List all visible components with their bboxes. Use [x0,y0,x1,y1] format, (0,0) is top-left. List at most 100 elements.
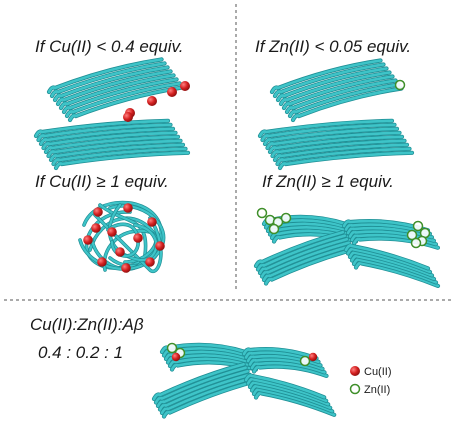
cu-ion [115,247,125,257]
fibril-strand [65,82,181,118]
fibril-strand [285,79,397,114]
fibril-strand [262,244,353,282]
zn-ion [410,237,422,249]
cu-ion [107,227,117,237]
fibril-strand [256,234,347,271]
mixed-label-ratio-values: 0.4 : 0.2 : 1 [38,343,123,362]
fibril-strand [170,361,258,371]
upper-sheet [46,57,185,123]
legend-zn-label: Zn(II) [364,384,390,396]
panel-label-zn-low: If Zn(II) < 0.05 equiv. [255,37,411,56]
cu-ion [123,112,133,122]
fibril-strand [268,135,404,154]
fibril-strand [34,119,170,138]
fibril-strand [276,67,388,102]
fibril-strand [348,251,434,277]
cu-ion [91,223,101,233]
legend-zn-marker [349,383,361,395]
cu-ion [171,352,181,362]
fibril-strand [264,248,355,285]
panel-label-cu-low: If Cu(II) < 0.4 equiv. [35,37,184,56]
fibril-strand [273,63,385,98]
fibril-strand [54,151,190,170]
fibril-strand [59,74,175,110]
zn-ion [268,223,280,235]
fibril-strand [50,62,166,98]
fibril-strand [53,66,169,102]
upper-sheet [269,58,404,123]
fibril-strand [49,143,185,162]
fibril-strand [258,119,394,138]
cu-ion [93,207,103,217]
cu-ion [83,235,93,245]
fibril-strand [252,365,328,378]
cu-low-fibril-panel [33,57,191,171]
fibril-strand [246,377,328,403]
cu-ion [123,203,133,213]
legend-cu-marker [350,366,360,376]
fibril-strand [271,139,406,158]
fibril-strand [282,75,394,110]
fibril-strand [254,230,345,268]
cu-ion [147,96,157,106]
fibril-strand [42,131,177,150]
fibril-strand [263,127,399,146]
lower-left-sheet [151,362,256,419]
zn-ion [256,207,268,219]
zn-ion [166,342,178,354]
lower-sheet [33,118,191,171]
fibril-strand [291,87,403,122]
fibril-strand [162,380,255,418]
fibril-strand [244,374,326,399]
zn-ion [412,220,424,232]
fibril-strand [242,347,318,360]
panel-label-cu-high: If Cu(II) ≥ 1 equiv. [35,172,169,191]
lower-sheet [257,118,415,171]
fibril-strand [37,123,172,142]
zn-ion [394,79,406,91]
fibril-strand [350,254,436,281]
cu-ion [180,81,190,91]
fibril-strand [344,244,430,270]
fibril-strand [342,219,430,232]
panel-label-zn-high: If Zn(II) ≥ 1 equiv. [262,172,394,191]
fibril-strand [258,237,349,275]
fibril-strand [273,143,409,162]
zn-ion [406,229,418,241]
fibril-strand [56,70,172,106]
fibril-strand [266,131,401,150]
fibril-strand [279,71,391,106]
fibril-strand [254,391,336,417]
fibril-strand [276,147,411,166]
fibril-strand [164,350,252,361]
fibril-strand [288,83,400,118]
zn-ion [280,212,292,224]
fibril-strand [250,361,326,374]
cu-ion [133,233,143,243]
fibril-strand [346,247,432,274]
fibril-strand [47,58,163,94]
fibril-strand [156,369,249,408]
fibril-strand [154,366,247,404]
cu-ion [155,241,165,251]
fibril-strand [270,59,382,94]
mixed-fibril-panel [151,342,337,419]
fibril-strand [168,357,256,368]
cu-high-aggregate-panel [78,200,166,274]
lower-right-sheet [343,243,441,288]
lower-right-sheet [243,373,337,417]
fibril-strand [260,241,351,278]
fibril-strand [278,151,414,170]
fibril-strand [62,78,178,114]
cu-ion [121,263,131,273]
fibril-strand [39,127,175,146]
cu-ion [167,87,177,97]
mixed-label-ratio-names: Cu(II):Zn(II):Aβ [30,315,144,334]
fibril-strand [68,86,184,122]
lower-left-sheet [253,230,355,286]
cu-ion [145,257,155,267]
fibril-strand [344,223,432,235]
fibril-strand [244,351,320,364]
zn-high-fibril-panel [253,207,441,288]
fibril-strand [354,261,440,288]
